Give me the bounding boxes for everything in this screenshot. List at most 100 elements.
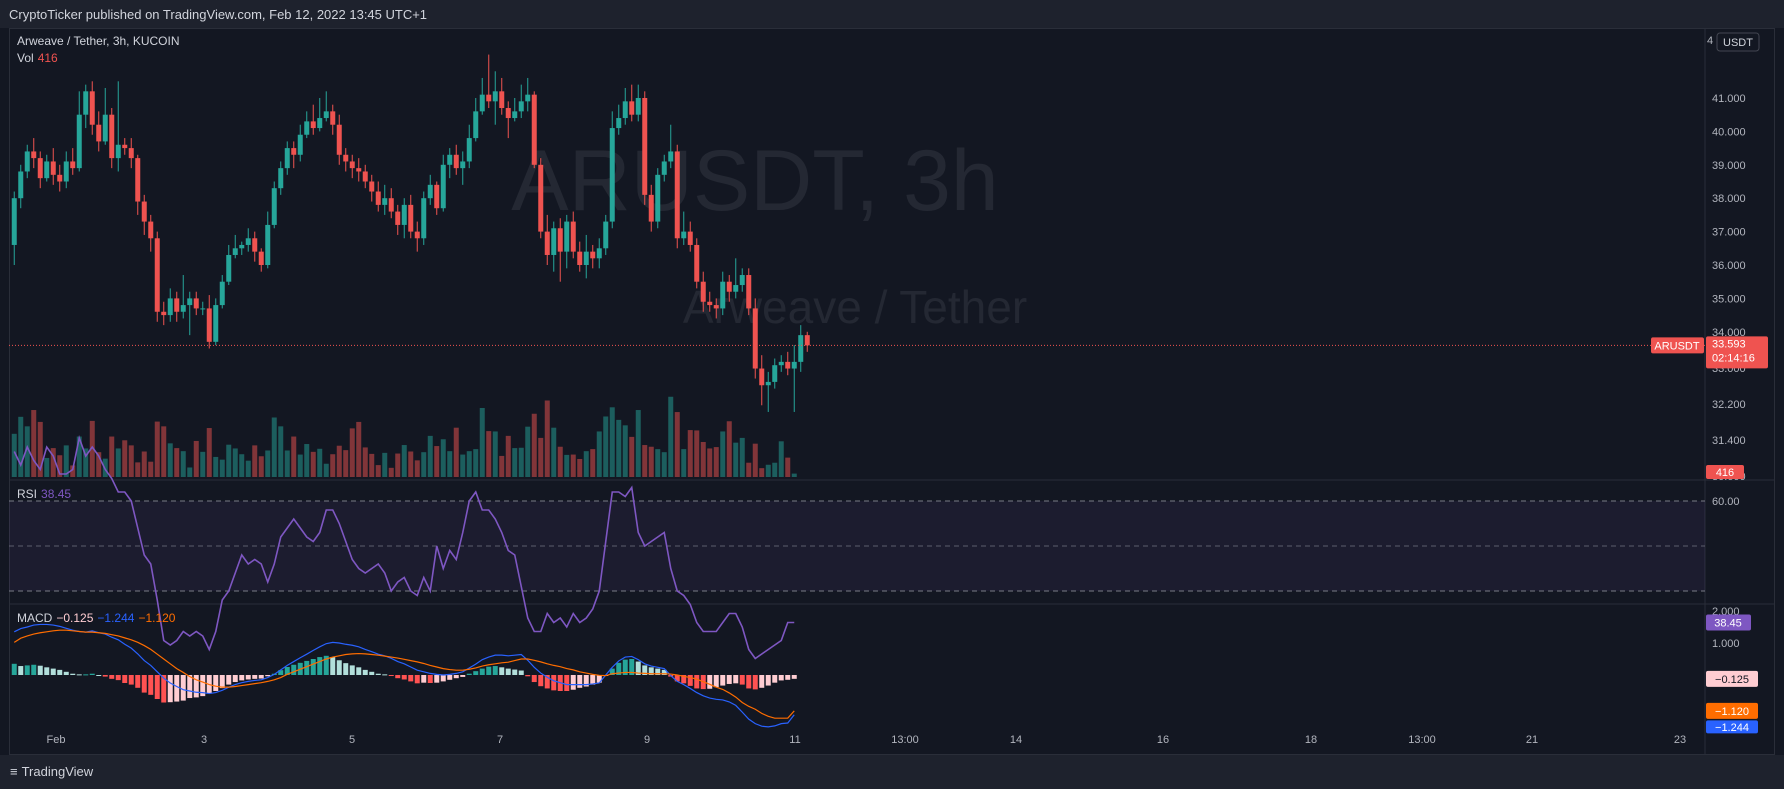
candle-body bbox=[252, 238, 258, 252]
footer-bar: ≡ TradingView bbox=[0, 755, 1784, 789]
macd-histogram-bar bbox=[570, 675, 576, 690]
macd-histogram-bar bbox=[174, 675, 180, 702]
candle-body bbox=[408, 204, 414, 232]
macd-histogram-bar bbox=[746, 675, 752, 689]
macd-histogram-bar bbox=[226, 675, 232, 685]
macd-histogram-bar bbox=[304, 660, 310, 675]
volume-bar bbox=[174, 448, 180, 477]
macd-histogram-bar bbox=[642, 665, 648, 675]
volume-bar bbox=[31, 410, 37, 477]
volume-bar bbox=[180, 451, 186, 477]
macd-histogram-bar bbox=[434, 675, 440, 683]
candle-body bbox=[232, 248, 238, 255]
macd-histogram-bar bbox=[531, 675, 537, 683]
macd-histogram-bar bbox=[154, 675, 160, 699]
macd-histogram-bar bbox=[739, 675, 745, 685]
candle-body bbox=[219, 281, 225, 306]
macd-histogram-bar bbox=[791, 675, 797, 679]
macd-line-value: −1.244 bbox=[97, 611, 135, 625]
candle-body bbox=[356, 168, 362, 172]
symbol-legend[interactable]: Arweave / Tether, 3h, KUCOIN bbox=[17, 34, 180, 48]
macd-histogram-bar bbox=[167, 675, 173, 703]
volume-bar bbox=[694, 430, 700, 477]
volume-bar bbox=[187, 467, 193, 477]
candle-body bbox=[115, 144, 121, 159]
price-axis-tick: 37.000 bbox=[1712, 227, 1746, 239]
candle-body bbox=[648, 194, 654, 222]
macd-histogram-bar bbox=[765, 675, 771, 686]
candle-body bbox=[11, 198, 17, 245]
candle-body bbox=[63, 161, 69, 182]
macd-histogram-bar bbox=[388, 675, 394, 676]
volume-bar bbox=[414, 460, 420, 477]
candle-body bbox=[265, 224, 271, 265]
candle-body bbox=[674, 151, 680, 239]
candle-body bbox=[421, 198, 427, 239]
candle-body bbox=[297, 134, 303, 155]
candle-body bbox=[739, 275, 745, 286]
macd-histogram-bar bbox=[323, 655, 329, 675]
candle-body bbox=[70, 161, 76, 169]
price-axis-tick: 40.000 bbox=[1712, 126, 1746, 138]
macd-line-badge-value: −1.244 bbox=[1715, 722, 1749, 734]
volume-bar bbox=[135, 462, 141, 477]
macd-histogram-bar bbox=[284, 667, 290, 675]
rsi-legend[interactable]: RSI 38.45 bbox=[17, 487, 71, 501]
time-axis-label: 23 bbox=[1674, 734, 1686, 746]
candle-body bbox=[102, 114, 108, 142]
volume-bar bbox=[525, 426, 531, 477]
candle-body bbox=[564, 221, 570, 252]
macd-histogram-bar bbox=[213, 675, 219, 691]
volume-bar bbox=[759, 468, 765, 477]
volume-bar bbox=[518, 447, 524, 477]
volume-bar bbox=[668, 396, 674, 477]
candle-body bbox=[791, 361, 797, 369]
volume-legend[interactable]: Vol 416 bbox=[17, 51, 58, 65]
candle-body bbox=[141, 201, 147, 222]
macd-histogram-bar bbox=[135, 675, 141, 688]
macd-histogram-bar bbox=[720, 675, 726, 686]
macd-hist-value: −0.125 bbox=[56, 611, 94, 625]
macd-legend[interactable]: MACD −0.125 −1.244 −1.120 bbox=[17, 611, 175, 625]
tradingview-logo[interactable]: ≡ TradingView bbox=[10, 764, 93, 779]
volume-bar bbox=[655, 449, 661, 477]
candle-body bbox=[57, 174, 63, 182]
volume-bar bbox=[323, 463, 329, 477]
volume-bar bbox=[492, 431, 498, 477]
volume-bar bbox=[76, 436, 82, 477]
candle-body bbox=[304, 121, 310, 135]
price-axis-tick: 39.000 bbox=[1712, 160, 1746, 172]
macd-histogram-bar bbox=[707, 675, 713, 689]
macd-histogram-bar bbox=[96, 675, 102, 676]
volume-bar bbox=[50, 448, 56, 477]
macd-histogram-bar bbox=[492, 666, 498, 675]
macd-histogram-bar bbox=[538, 675, 544, 687]
candle-body bbox=[798, 335, 804, 362]
volume-bar bbox=[778, 441, 784, 477]
chart-frame[interactable] bbox=[9, 28, 1775, 755]
volume-bar bbox=[226, 444, 232, 477]
volume-bar bbox=[635, 410, 641, 477]
volume-bar bbox=[499, 455, 505, 477]
macd-histogram-bar bbox=[622, 659, 628, 675]
macd-histogram-bar bbox=[772, 675, 778, 683]
volume-bar bbox=[148, 461, 154, 477]
macd-histogram-bar bbox=[148, 675, 154, 695]
currency-button[interactable] bbox=[1716, 32, 1760, 52]
macd-histogram-bar bbox=[83, 674, 89, 676]
macd-histogram-bar bbox=[18, 666, 24, 675]
time-axis-label: 9 bbox=[644, 734, 650, 746]
macd-histogram-bar bbox=[778, 675, 784, 681]
macd-histogram-bar bbox=[278, 670, 284, 675]
volume-bar bbox=[362, 447, 368, 477]
currency-label: USDT bbox=[1723, 37, 1753, 49]
volume-bar bbox=[304, 444, 310, 477]
volume-bar bbox=[538, 437, 544, 477]
volume-bar bbox=[720, 431, 726, 477]
macd-axis-tick: 1.000 bbox=[1712, 638, 1740, 650]
volume-bar bbox=[57, 455, 63, 477]
candle-body bbox=[733, 285, 739, 292]
candle-body bbox=[284, 148, 290, 169]
candle-body bbox=[466, 138, 472, 162]
